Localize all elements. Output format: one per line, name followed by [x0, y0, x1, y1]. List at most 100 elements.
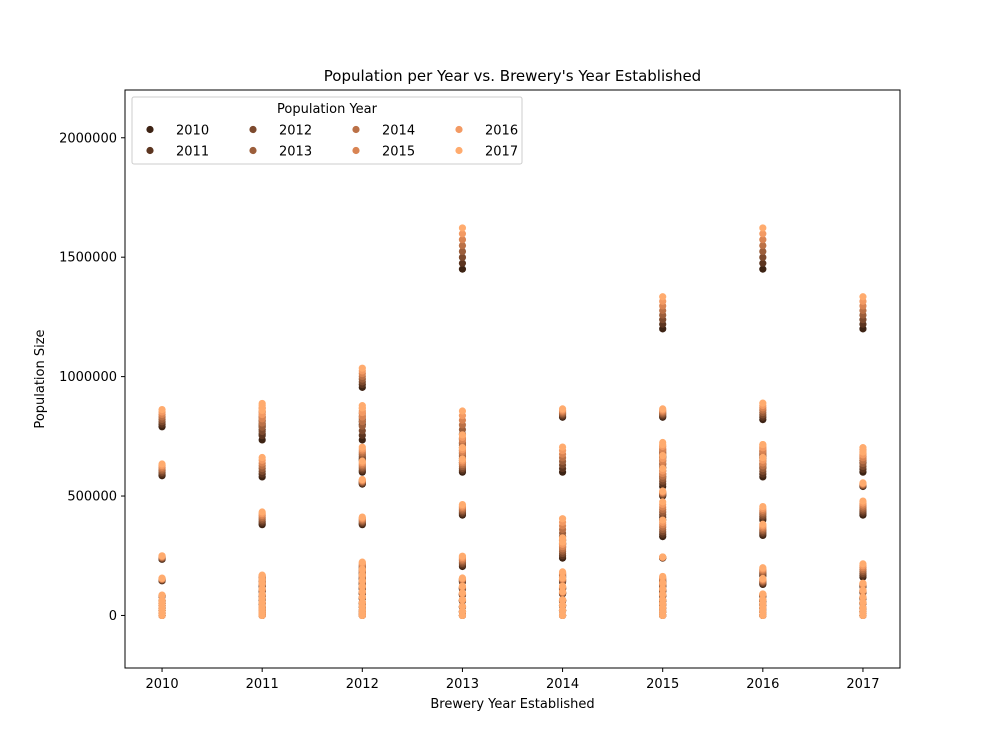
y-tick-label: 500000	[67, 490, 117, 505]
scatter-point	[759, 265, 767, 273]
scatter-point	[659, 579, 667, 587]
x-tick-label: 2014	[546, 677, 579, 692]
scatter-point	[659, 584, 667, 593]
scatter-point	[158, 574, 166, 582]
scatter-point	[759, 241, 767, 250]
legend-entry-label: 2015	[382, 145, 415, 160]
scatter-point	[759, 564, 767, 572]
scatter-point	[759, 399, 767, 407]
legend-marker	[455, 125, 463, 134]
y-axis: 0 500000 1000000 1500000 2000000	[59, 131, 125, 624]
legend-marker	[249, 146, 257, 155]
scatter-point	[659, 553, 667, 561]
scatter-point	[558, 574, 567, 582]
scatter-point	[859, 586, 867, 594]
x-tick-label: 2011	[246, 677, 279, 692]
scatter-point	[759, 595, 767, 604]
scatter-point	[358, 457, 366, 465]
scatter-point	[458, 247, 467, 256]
scatter-point	[358, 475, 366, 484]
y-axis-label: Population Size	[33, 329, 48, 428]
scatter-point	[659, 516, 667, 524]
scatter-point	[458, 236, 467, 244]
scatter-point	[558, 611, 567, 620]
x-tick-label: 2010	[146, 677, 179, 692]
x-axis-label: Brewery Year Established	[430, 697, 594, 712]
scatter-point	[458, 501, 467, 509]
legend-marker	[352, 146, 360, 155]
x-tick-label: 2012	[346, 677, 379, 692]
legend-entry-label: 2011	[176, 145, 209, 160]
scatter-point	[358, 565, 366, 573]
plot-area-frame	[124, 89, 901, 669]
legend-marker	[352, 125, 360, 134]
scatter-point	[859, 497, 867, 505]
legend: Population Year 2010 2011 2012 2013 2014 2015…	[131, 96, 523, 165]
scatter-point	[558, 443, 567, 451]
scatter-point	[258, 402, 266, 410]
scatter-point	[558, 568, 567, 576]
x-tick-label: 2016	[746, 677, 779, 692]
scatter-point	[458, 253, 467, 261]
scatter-point	[458, 582, 467, 590]
scatter-point	[258, 508, 266, 516]
scatter-point	[358, 576, 366, 584]
scatter-point	[558, 596, 567, 604]
scatter-point	[458, 265, 467, 273]
scatter-point	[458, 241, 467, 250]
legend-marker	[146, 125, 154, 134]
scatter-point	[558, 582, 567, 590]
scatter-point	[859, 444, 867, 452]
scatter-point	[759, 253, 767, 261]
scatter-point	[759, 230, 767, 238]
scatter-point	[358, 513, 366, 521]
scatter-point	[458, 407, 467, 415]
legend-marker	[455, 146, 463, 155]
scatter-point	[358, 558, 366, 566]
scatter-point	[358, 571, 366, 579]
scatter-point	[158, 405, 166, 414]
scatter-point	[659, 595, 667, 604]
x-tick-label: 2017	[846, 677, 879, 692]
legend-marker	[249, 125, 257, 134]
scatter-point	[458, 602, 467, 610]
scatter-point	[759, 236, 767, 244]
scatter-point	[458, 607, 467, 616]
scatter-point	[659, 487, 667, 495]
scatter-point	[558, 534, 567, 542]
scatter-point	[158, 596, 166, 604]
scatter-point	[759, 590, 767, 598]
scatter-point	[258, 453, 266, 462]
y-tick-label: 1000000	[59, 370, 117, 385]
scatter-point	[859, 479, 867, 487]
scatter-point	[558, 587, 567, 596]
legend-entry-label: 2016	[485, 124, 518, 139]
scatter-point	[859, 593, 867, 601]
scatter-point	[358, 587, 366, 596]
scatter-point	[659, 440, 667, 449]
x-tick-label: 2015	[646, 677, 679, 692]
scatter-point	[859, 293, 867, 301]
legend-entry-label: 2017	[485, 145, 518, 160]
scatter-point	[158, 552, 166, 560]
scatter-point	[759, 259, 767, 267]
scatter-point	[859, 560, 867, 568]
scatter-point	[258, 585, 266, 593]
scatter-point	[458, 574, 467, 582]
scatter-point	[859, 598, 867, 606]
scatter-point	[759, 247, 767, 256]
scatter-point	[458, 259, 467, 267]
scatter-point	[659, 572, 667, 581]
scatter-point	[458, 552, 467, 560]
scatter-points	[158, 224, 867, 620]
y-tick-label: 1500000	[59, 251, 117, 266]
scatter-point	[759, 440, 767, 449]
x-axis: 2010 2011 2012 2013 2014 2015 2016 2017	[146, 668, 879, 692]
scatter-point	[558, 606, 567, 614]
scatter-point	[659, 293, 667, 301]
scatter-point	[458, 455, 467, 463]
scatter-point	[458, 224, 467, 232]
legend-marker	[146, 146, 154, 155]
scatter-point	[759, 520, 767, 528]
